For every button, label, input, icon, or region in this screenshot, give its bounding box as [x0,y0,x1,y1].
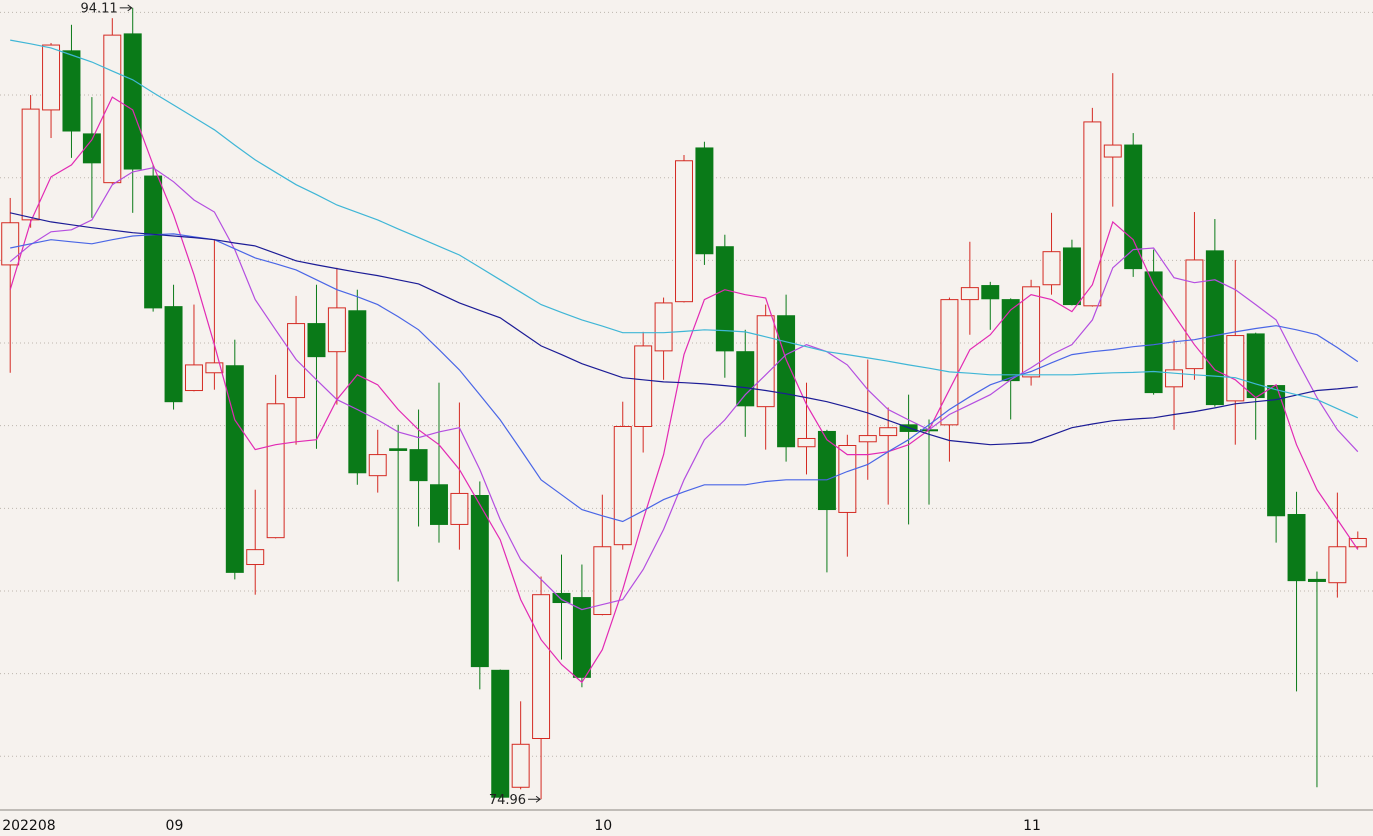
ma-line [9,167,1359,611]
body-down [981,285,1000,300]
candles [1,7,1367,800]
annotations: 94.11 74.96 [80,1,541,808]
body-up [21,108,40,221]
body-up [327,307,346,353]
body-up [184,364,203,392]
body-down [1307,578,1326,582]
x-tick-label: 202208 [2,818,55,834]
body-down [470,495,489,668]
body-down [409,449,428,482]
body-down [1287,514,1306,582]
moving-averages [9,39,1359,684]
body-down [1124,144,1143,270]
ma-line [10,233,1359,523]
x-tick-label: 09 [166,818,184,834]
body-up [511,743,530,788]
body-down [307,323,326,358]
body-down [1246,333,1265,399]
body-up [940,299,959,426]
body-up [1103,144,1122,158]
body-up [879,427,898,437]
body-up [450,492,469,525]
body-down [695,147,714,255]
body-up [1185,259,1204,370]
body-down [82,133,101,164]
body-up [756,315,775,408]
body-up [858,435,877,443]
x-tick-label: 10 [594,818,612,834]
annotation-arrowhead [535,795,541,803]
body-up [613,425,632,546]
body-down [430,484,448,525]
max-label: 94.11 [80,1,117,16]
annotation-arrowhead [127,4,133,12]
body-down [348,310,367,474]
ma-line [10,39,1359,419]
body-up [1226,335,1245,402]
body-down [552,592,571,604]
body-down [1001,299,1020,382]
body-up [1022,286,1041,378]
body-down [1144,271,1163,394]
body-down [389,448,408,451]
body-down [715,246,734,352]
body-up [205,362,224,374]
body-up [675,160,693,303]
min-label: 74.96 [489,793,526,808]
ma-line [10,212,1358,446]
body-up [287,323,306,399]
x-axis-labels: 202208 09 10 11 [2,818,1041,834]
body-down [817,430,836,511]
body-up [797,437,816,448]
body-up [1328,546,1347,584]
body-down [1205,250,1224,406]
body-up [246,549,265,566]
body-up [838,445,857,513]
body-up [593,546,612,616]
body-up [1042,251,1061,286]
body-up [266,403,285,539]
body-up [532,594,551,740]
body-down [777,315,796,448]
x-tick-label: 11 [1023,818,1041,834]
body-down [123,33,142,170]
body-up [42,44,61,111]
body-up [634,345,653,427]
body-down [491,669,510,798]
body-up [1348,537,1367,548]
body-up [1,222,20,266]
body-up [368,454,387,477]
body-down [62,50,81,132]
ma-line [9,96,1359,684]
body-down [736,351,755,407]
body-up [1083,121,1102,307]
body-down [164,306,183,403]
body-up [960,287,979,301]
body-down [225,365,244,573]
body-up [103,34,122,184]
body-down [1267,385,1286,517]
body-up [654,302,673,352]
body-down [144,175,163,309]
body-down [1062,247,1081,306]
body-down [572,597,591,678]
